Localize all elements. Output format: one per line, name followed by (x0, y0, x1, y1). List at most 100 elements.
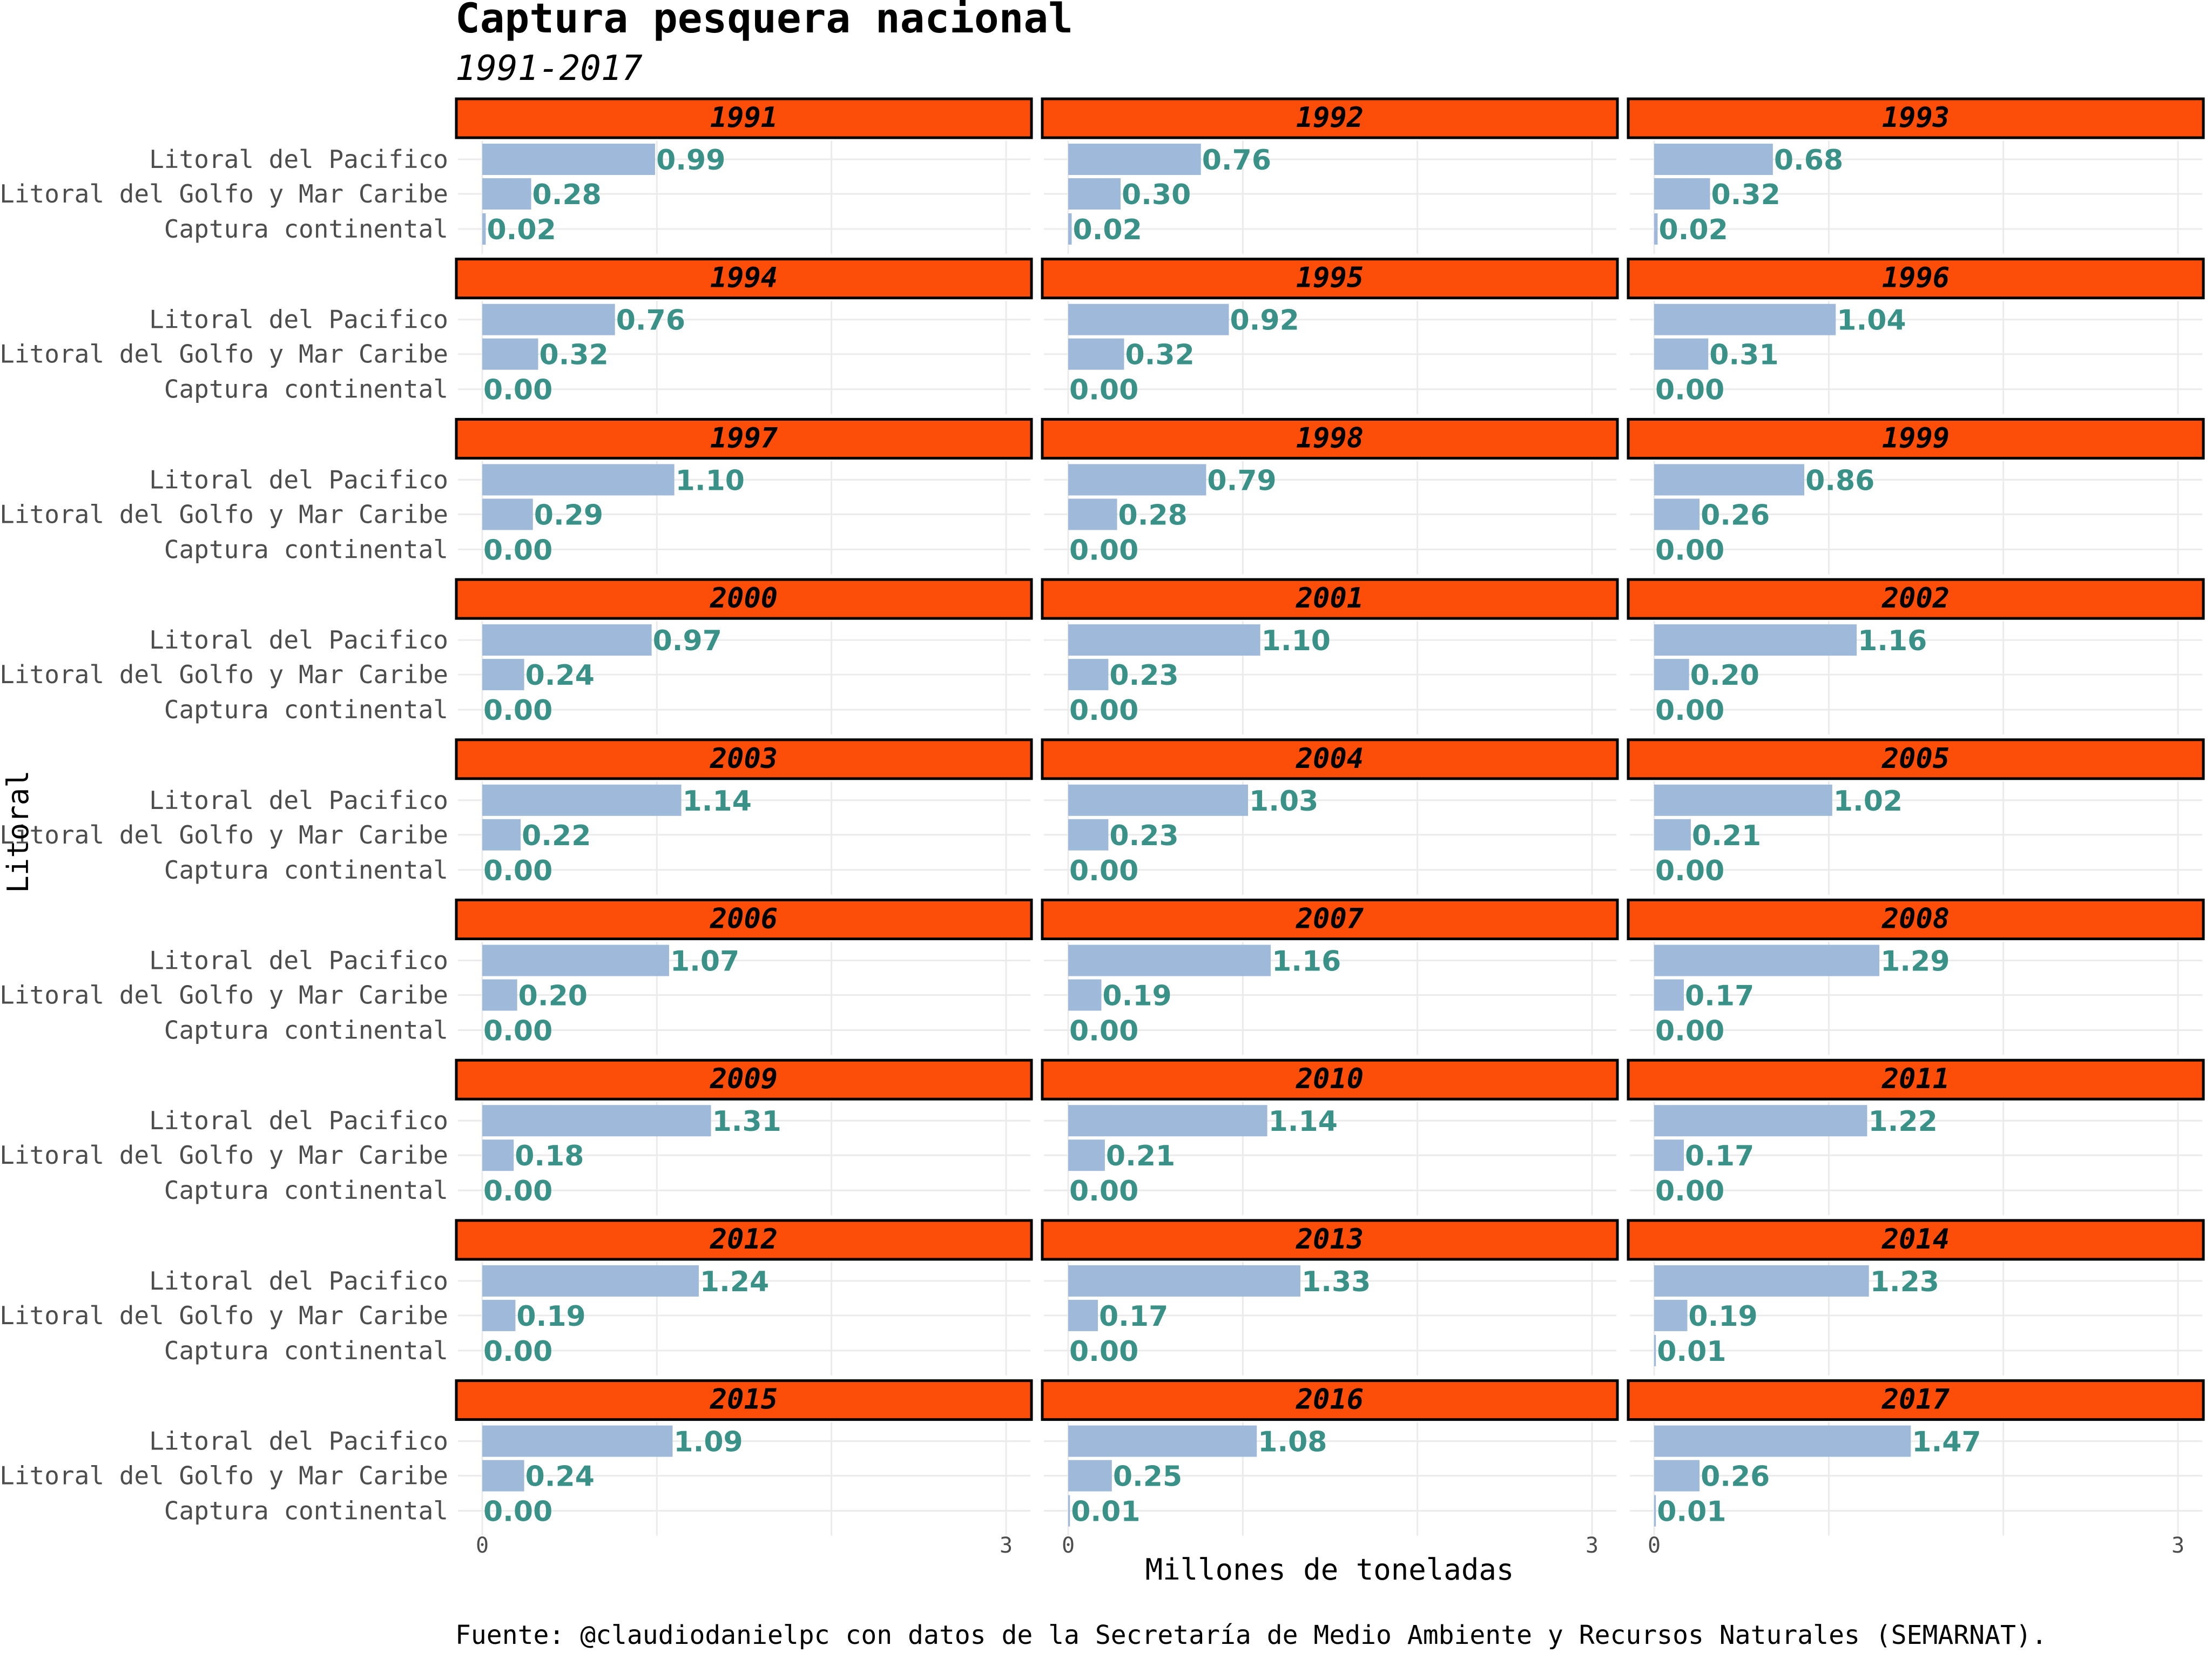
category-tick-label: Litoral del Pacifico (149, 1106, 448, 1135)
bar-value-label: 0.21 (1106, 1140, 1175, 1172)
facet-strip (1627, 417, 2205, 460)
facet-year-label: 2007 (1296, 903, 1364, 935)
bar (1654, 624, 1857, 656)
bar (482, 1425, 673, 1457)
bar-value-label: 0.26 (1701, 499, 1770, 531)
bar-value-label: 0.99 (656, 144, 725, 177)
bar-value-label: 0.01 (1657, 1336, 1726, 1368)
facet-strip (1627, 97, 2205, 139)
facet-year-label: 1992 (1296, 102, 1364, 134)
bar-value-label: 1.16 (1858, 625, 1927, 657)
bar (1654, 1425, 1911, 1457)
bar-value-label: 0.20 (518, 980, 588, 1013)
category-tick-label: Litoral del Pacifico (149, 465, 448, 494)
category-tick-label: Captura continental (164, 1336, 448, 1365)
bar (1654, 1105, 1867, 1137)
bar-value-label: 0.00 (483, 1336, 552, 1368)
facet-strip (1041, 578, 1619, 620)
bar-value-label: 0.32 (539, 339, 608, 372)
bar-value-label: 1.09 (673, 1426, 743, 1459)
facet-strip (455, 1058, 1033, 1101)
bar-value-label: 0.19 (1102, 980, 1171, 1013)
bar-value-label: 0.26 (1701, 1461, 1770, 1493)
category-tick-label: Captura continental (164, 1016, 448, 1045)
facet-strip (1041, 417, 1619, 460)
bar (482, 1299, 516, 1331)
category-tick-label: Litoral del Golfo y Mar Caribe (0, 981, 448, 1010)
x-tick-label: 0 (1062, 1533, 1075, 1558)
bar-value-label: 0.02 (1658, 214, 1728, 246)
x-tick-label: 3 (2171, 1533, 2184, 1558)
bar-value-label: 1.47 (1912, 1426, 1981, 1459)
bar-value-label: 1.23 (1870, 1266, 1939, 1298)
bar-value-label: 0.97 (653, 625, 722, 657)
bar (482, 144, 656, 175)
bar (1654, 979, 1684, 1011)
category-tick-label: Litoral del Pacifico (149, 305, 448, 334)
facet-year-label: 1991 (710, 102, 778, 134)
chart-title: Captura pesquera nacional (455, 0, 1073, 42)
facet-strip (1041, 1379, 1619, 1421)
bar-value-label: 0.79 (1207, 464, 1276, 497)
facet-year-label: 2003 (710, 743, 778, 775)
facet-strip (455, 578, 1033, 620)
bar (1068, 304, 1229, 335)
facet-year-label: 2006 (710, 903, 778, 935)
bar-value-label: 0.00 (1655, 534, 1724, 567)
bar-value-label: 0.17 (1685, 1140, 1754, 1172)
bar-value-label: 0.20 (1690, 659, 1759, 692)
bar (1068, 1105, 1267, 1137)
facet-year-label: 1996 (1882, 262, 1950, 294)
bar (1654, 1334, 1656, 1366)
category-tick-label: Litoral del Pacifico (149, 1427, 448, 1456)
bar-value-label: 0.32 (1125, 339, 1194, 372)
bar-value-label: 0.19 (1688, 1300, 1757, 1333)
bar-value-label: 0.02 (1073, 214, 1142, 246)
bar-value-label: 0.25 (1113, 1461, 1182, 1493)
category-tick-label: Captura continental (164, 535, 448, 564)
bar (482, 1105, 711, 1137)
bar-value-label: 0.02 (487, 214, 556, 246)
bar-value-label: 0.00 (483, 534, 552, 567)
facet-strip (1627, 578, 2205, 620)
bar (482, 1265, 699, 1297)
bar (482, 213, 486, 245)
bar (1068, 1139, 1105, 1171)
bar-value-label: 0.28 (532, 179, 602, 211)
category-tick-label: Litoral del Pacifico (149, 946, 448, 975)
x-axis-title: Millones de toneladas (1145, 1553, 1514, 1587)
facet-strip (1041, 738, 1619, 780)
bar-value-label: 0.00 (483, 1496, 552, 1528)
bar-value-label: 0.00 (483, 855, 552, 887)
bar-value-label: 1.33 (1301, 1266, 1371, 1298)
bar-value-label: 0.00 (483, 1175, 552, 1208)
category-tick-label: Litoral del Golfo y Mar Caribe (0, 660, 448, 689)
bar (1654, 1265, 1869, 1297)
facet-year-label: 2016 (1296, 1384, 1364, 1416)
bar (1654, 213, 1658, 245)
bar-value-label: 0.68 (1774, 144, 1843, 177)
bar-value-label: 0.01 (1657, 1496, 1726, 1528)
facet-strip (1041, 1219, 1619, 1261)
bar-value-label: 0.17 (1099, 1300, 1168, 1333)
bar (482, 624, 652, 656)
facet-strip (1041, 97, 1619, 139)
category-tick-label: Litoral del Pacifico (149, 1266, 448, 1296)
facet-strip (1627, 258, 2205, 300)
bar-value-label: 0.00 (1655, 694, 1724, 727)
category-tick-label: Captura continental (164, 1176, 448, 1205)
bar-value-label: 0.23 (1109, 820, 1178, 852)
bar-value-label: 0.76 (616, 305, 685, 337)
chart-subtitle: 1991-2017 (455, 49, 643, 89)
bar (1068, 624, 1260, 656)
facet-year-label: 2001 (1296, 582, 1364, 615)
chart-caption: Fuente: @claudiodanielpc con datos de la… (455, 1620, 2047, 1650)
bar (482, 464, 675, 496)
bar-value-label: 1.04 (1837, 305, 1906, 337)
facet-strip (455, 258, 1033, 300)
bar (1068, 945, 1271, 976)
bar-value-label: 1.03 (1249, 785, 1318, 818)
bar-value-label: 0.23 (1109, 659, 1178, 692)
